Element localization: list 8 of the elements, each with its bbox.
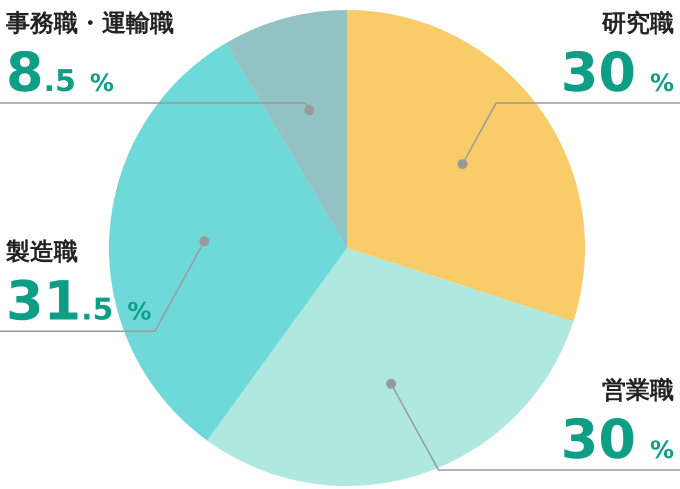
data-label: 31.5 % bbox=[6, 269, 152, 332]
slice-label: 製造職 bbox=[5, 237, 78, 266]
slice-label: 研究職 bbox=[601, 9, 674, 37]
slice-label: 事務職・運輸職 bbox=[5, 9, 174, 37]
data-label: 30 % bbox=[560, 408, 674, 471]
slice-label: 営業職 bbox=[602, 376, 674, 404]
data-label: 30 % bbox=[560, 41, 674, 104]
data-label: 8.5 % bbox=[6, 41, 114, 104]
